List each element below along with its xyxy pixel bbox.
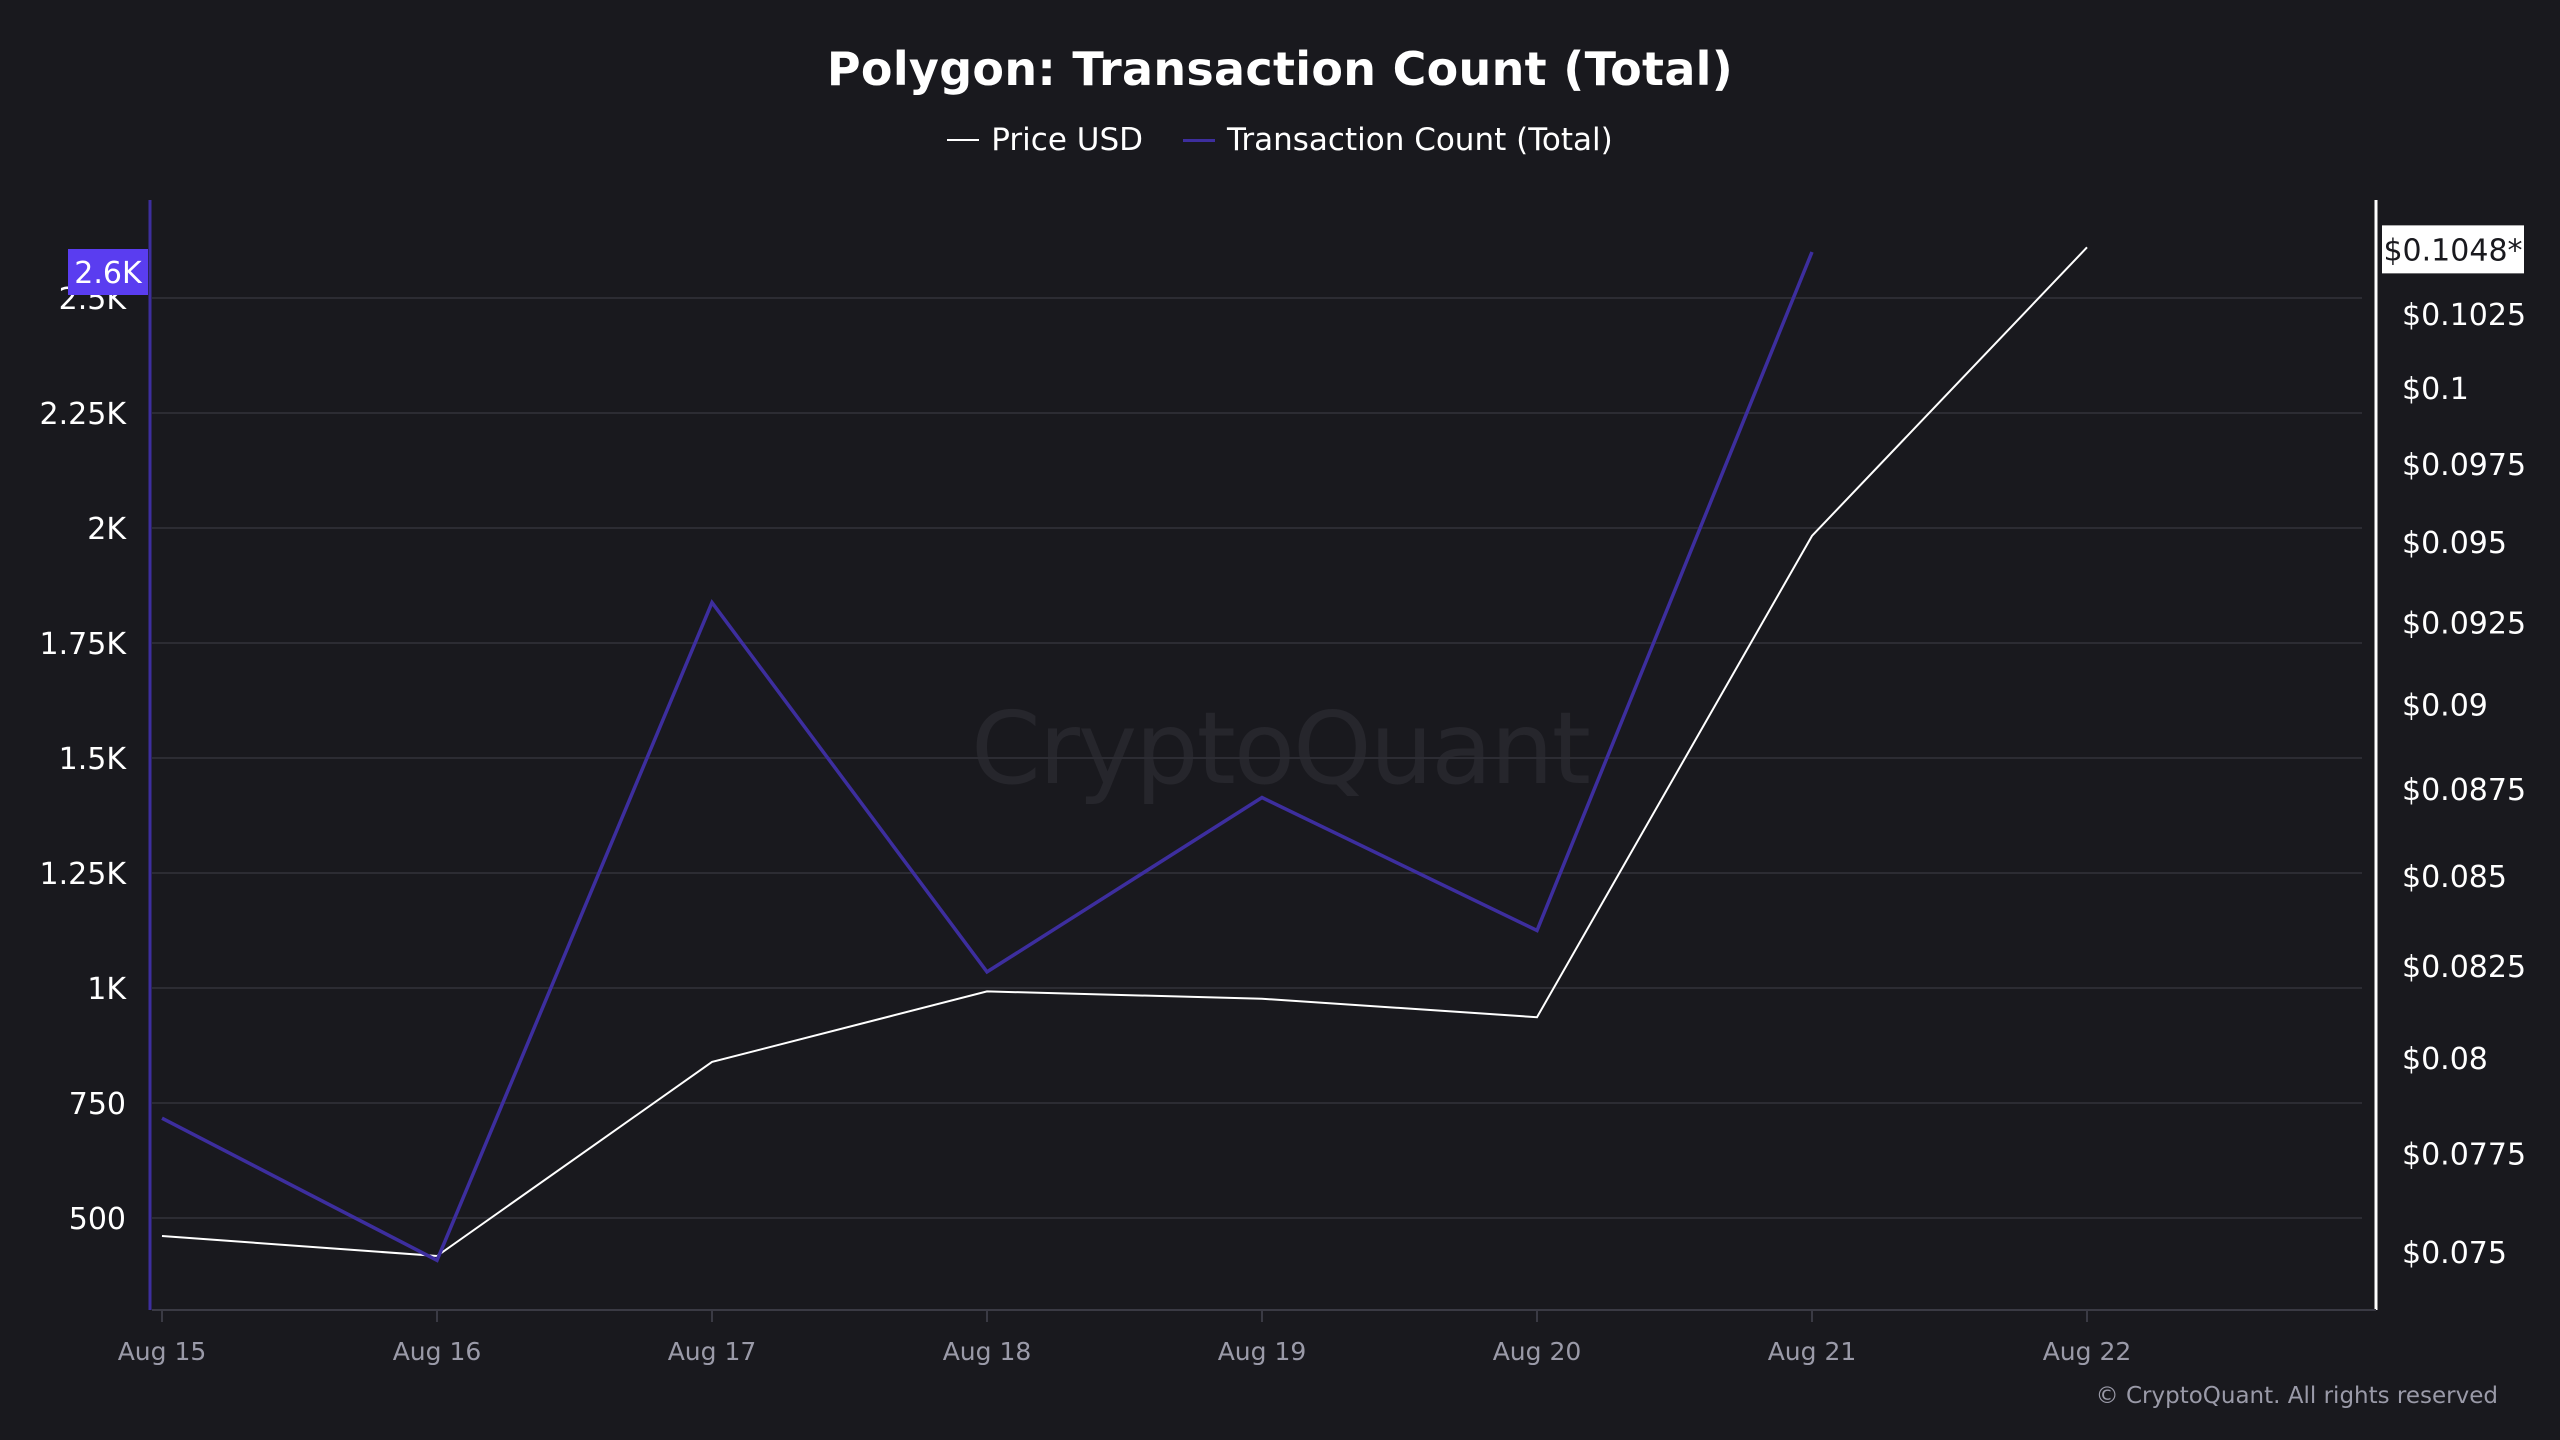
right-tick-label: $0.1025 [2402, 298, 2526, 333]
legend: Price USD Transaction Count (Total) [0, 122, 2560, 158]
watermark: CryptoQuant [971, 690, 1591, 807]
right-tick-label: $0.1 [2402, 372, 2469, 407]
right-current-value-label: $0.1048* [2383, 233, 2522, 268]
legend-swatch-tx-count [1183, 138, 1215, 142]
left-tick-label: 1.75K [40, 627, 128, 662]
x-tick-label: Aug 19 [1218, 1337, 1307, 1366]
legend-swatch-price [947, 139, 980, 141]
right-tick-label: $0.09 [2402, 689, 2488, 724]
x-tick-label: Aug 18 [943, 1337, 1032, 1366]
chart-title: Polygon: Transaction Count (Total) [826, 42, 1734, 96]
left-tick-label: 750 [69, 1087, 126, 1122]
left-tick-label: 1K [87, 972, 127, 1007]
left-tick-label: 1.5K [59, 742, 128, 777]
right-tick-label: $0.085 [2402, 860, 2507, 895]
x-tick-label: Aug 21 [1768, 1337, 1857, 1366]
right-tick-label: $0.0925 [2402, 606, 2526, 641]
right-tick-label: $0.095 [2402, 526, 2507, 561]
left-tick-label: 1.25K [40, 857, 128, 892]
x-tick-label: Aug 16 [393, 1337, 482, 1366]
legend-item-price[interactable]: Price USD [947, 122, 1143, 158]
legend-item-tx-count[interactable]: Transaction Count (Total) [1183, 122, 1613, 158]
legend-label-price: Price USD [991, 122, 1143, 158]
footer-copyright: © CryptoQuant. All rights reserved [2095, 1383, 2498, 1409]
series-line-tx-count [161, 251, 1814, 1263]
series-line-price [161, 246, 2088, 1258]
right-tick-label: $0.0775 [2402, 1138, 2526, 1173]
x-tick-label: Aug 20 [1493, 1337, 1582, 1366]
left-current-value-label: 2.6K [74, 256, 143, 291]
left-tick-label: 2.25K [40, 397, 128, 432]
x-tick-label: Aug 17 [668, 1337, 757, 1366]
left-current-value-badge [68, 249, 148, 295]
x-tick-label: Aug 15 [118, 1337, 207, 1366]
legend-label-tx-count: Transaction Count (Total) [1227, 122, 1613, 158]
right-tick-label: $0.075 [2402, 1236, 2507, 1271]
right-tick-label: $0.0875 [2402, 773, 2526, 808]
right-tick-label: $0.0825 [2402, 950, 2526, 985]
right-tick-label: $0.0975 [2402, 448, 2526, 483]
left-tick-label: 2K [87, 512, 127, 547]
right-tick-label: $0.08 [2402, 1042, 2488, 1077]
x-tick-label: Aug 22 [2043, 1337, 2132, 1366]
left-tick-label: 500 [69, 1202, 126, 1237]
right-current-value-badge [2382, 225, 2524, 274]
